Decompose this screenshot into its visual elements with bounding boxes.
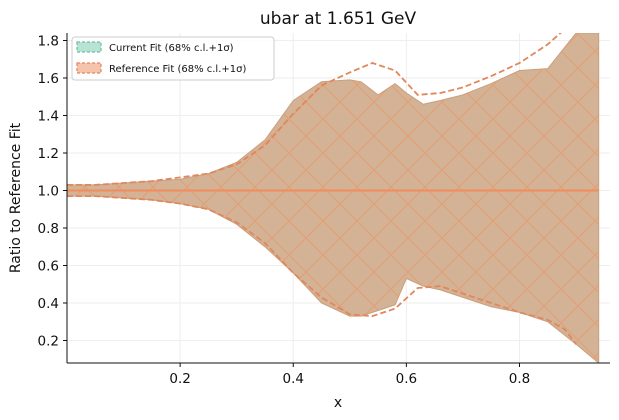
x-tick-label-3: 0.8 xyxy=(509,371,530,387)
y-axis-label: Ratio to Reference Fit xyxy=(8,122,24,273)
y-tick-label-6: 1.4 xyxy=(38,109,59,125)
y-tick-label-8: 1.8 xyxy=(38,34,59,50)
reference-fit-lower-line xyxy=(67,195,577,345)
chart-title: ubar at 1.651 GeV xyxy=(260,9,417,29)
x-tick-label-1: 0.4 xyxy=(283,371,304,387)
legend-swatch-reference xyxy=(76,62,102,74)
x-tick-label-2: 0.6 xyxy=(396,371,417,387)
plot-area xyxy=(67,33,600,363)
x-ticks: 0.2 0.4 0.6 0.8 xyxy=(169,363,530,387)
x-tick-label-0: 0.2 xyxy=(169,371,190,387)
y-tick-label-7: 1.6 xyxy=(38,71,59,87)
reference-fit-hatch xyxy=(67,33,599,363)
y-tick-label-5: 1.2 xyxy=(38,146,59,162)
y-tick-label-1: 0.4 xyxy=(38,296,59,312)
y-ticks: 0.2 0.4 0.6 0.8 1.0 1.2 1.4 1.6 1.8 xyxy=(38,34,67,350)
y-tick-label-4: 1.0 xyxy=(38,184,59,200)
reference-fit-upper-line xyxy=(67,33,562,186)
y-tick-label-2: 0.6 xyxy=(38,259,59,275)
y-tick-label-0: 0.2 xyxy=(38,334,59,350)
legend-label-reference: Reference Fit (68% c.l.+1σ) xyxy=(109,64,246,75)
x-axis-label: x xyxy=(334,395,342,411)
legend-frame xyxy=(71,36,275,81)
legend-swatch-current xyxy=(76,41,102,53)
y-tick-label-3: 0.8 xyxy=(38,221,59,237)
legend: Current Fit (68% c.l.+1σ) Reference Fit … xyxy=(71,36,275,81)
legend-label-current: Current Fit (68% c.l.+1σ) xyxy=(109,43,234,54)
